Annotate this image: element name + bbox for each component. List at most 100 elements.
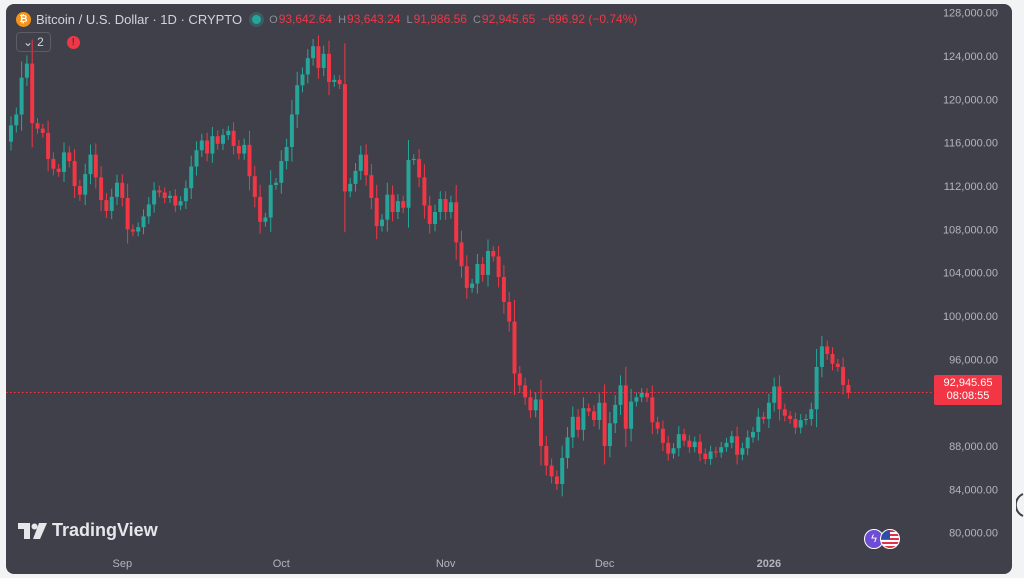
candle-body [411,158,416,161]
candle-body [523,385,528,398]
candle-body [46,132,51,159]
candle-body [682,434,687,441]
price-change: −696.92 (−0.74%) [541,12,638,26]
candle-body [698,441,702,454]
candle-body [676,434,681,449]
y-tick-label: 128,000.00 [943,8,998,20]
ohlc-open: O93,642.64 [269,12,332,26]
candle-body [242,144,247,154]
symbol-title[interactable]: Bitcoin / U.S. Dollar · 1D · CRYPTO [36,11,243,27]
x-tick-label: Dec [595,558,615,570]
candle-body [353,170,358,184]
candle-body [814,366,819,410]
candle-body [14,114,19,126]
candle-body [348,183,353,192]
alert-icon[interactable]: ! [66,35,80,49]
market-status-dot-icon[interactable] [252,14,262,24]
ohlc-open-value: 93,642.64 [278,12,333,26]
candle-body [724,442,729,448]
candle-body [629,401,634,429]
candle-body [390,194,395,213]
candle-body [835,363,840,367]
candle-body [825,346,830,354]
candlestick-chart[interactable]: 128,000.00 124,000.00 120,000.00 116,000.00… [6,4,1012,574]
y-tick-label: 84,000.00 [949,484,998,496]
candle-body [602,402,607,447]
tradingview-logo-icon [18,522,47,539]
candle-body [766,402,771,419]
candle-body [173,195,178,206]
candle-body [533,399,538,411]
x-tick-label: Oct [273,558,290,570]
indicators-toggle-button[interactable]: ⌄ 2 [16,32,51,52]
candle-body [581,408,586,430]
candle-body [549,465,554,477]
candle-body [570,416,575,438]
candle-body [289,114,294,148]
candle-body [120,182,125,198]
candle-body [125,197,130,230]
candle-body [236,145,241,154]
candle-body [655,422,660,429]
y-tick-label: 96,000.00 [949,354,998,366]
us-flag-icon[interactable] [880,529,900,549]
candle-body [417,158,422,178]
candle-body [162,192,167,198]
candle-body [512,321,517,374]
tradingview-logo-text: TradingView [52,520,158,540]
candle-body [67,152,72,162]
candle-body [385,194,390,220]
candle-body [152,190,157,205]
candle-body [9,125,13,142]
candle-body [183,188,188,202]
candle-body [544,446,549,466]
symbol-legend: ₿ Bitcoin / U.S. Dollar · 1D · CRYPTO O9… [16,10,637,28]
candle-body [284,147,289,162]
x-tick-label: 2026 [757,558,781,570]
candle-body [115,182,119,197]
flash-icon[interactable]: ϟ [864,529,884,549]
candle-body [486,251,490,275]
candle-body [215,136,220,144]
candle-body [321,53,326,68]
indicator-row: ⌄ 2 ! [16,32,80,52]
candle-body [40,128,45,133]
ohlc-high-value: 93,643.24 [347,12,401,26]
candle-body [756,416,761,432]
tradingview-logo[interactable]: TradingView [18,520,158,541]
candle-body [199,140,204,151]
candle-body [263,217,268,222]
candle-body [401,201,406,208]
candle-body [380,219,384,227]
candle-body [168,195,172,198]
candle-body [819,346,824,367]
candle-body [51,158,56,169]
candle-body [427,205,432,224]
ohlc-high: H93,643.24 [338,12,400,26]
candle-body [565,437,570,458]
candle-body [729,436,734,443]
candle-body [178,201,183,206]
candle-body [252,176,257,197]
candle-body [623,385,628,429]
candle-body [660,428,665,443]
candle-body [613,404,618,424]
candle-body [93,154,98,178]
candle-body [109,196,114,211]
bar-countdown: 08:08:55 [946,390,990,402]
y-tick-label: 80,000.00 [949,528,998,540]
candle-body [311,46,316,59]
candle-body [19,77,24,115]
candle-body [258,196,263,222]
candle-body [146,204,151,217]
axis-layer: 128,000.00 124,000.00 120,000.00 116,000.00… [113,8,998,570]
candle-body [422,177,427,206]
candle-body [454,202,459,243]
candle-body [687,440,692,448]
candle-body [539,399,543,447]
ohlc-low-value: 91,986.56 [413,12,467,26]
candle-body [740,448,745,455]
candle-body [72,161,77,187]
bitcoin-coin-icon: ₿ [16,11,31,27]
candle-body [788,415,793,419]
